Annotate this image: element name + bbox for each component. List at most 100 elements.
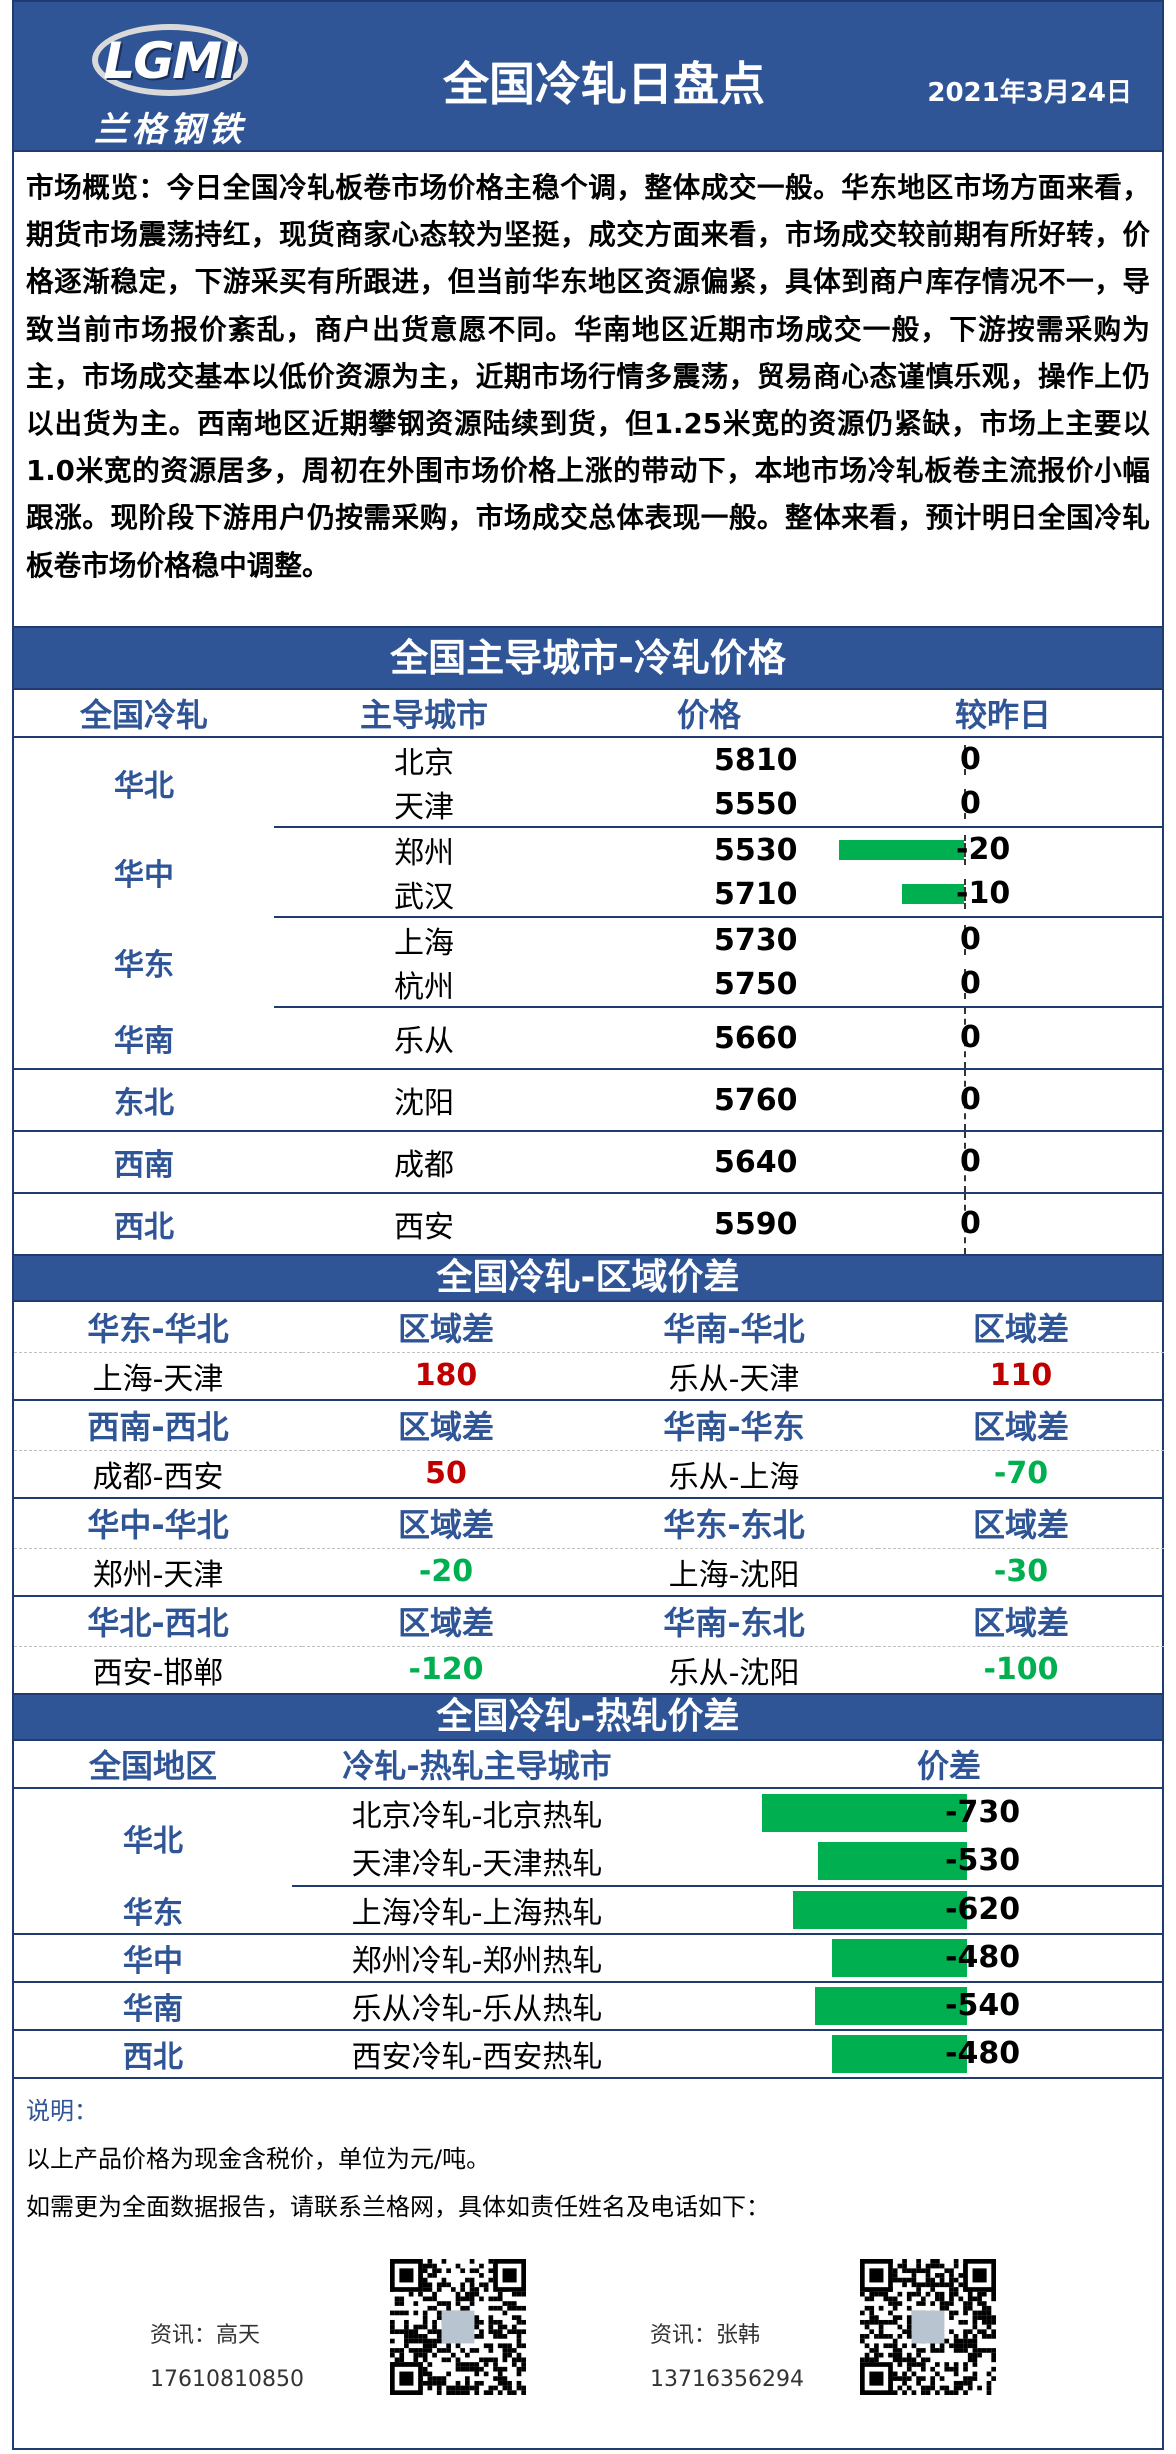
diff-header-row: 华中-华北 区域差 华东-东北 区域差 xyxy=(14,1498,1164,1549)
diff-pair: 西安-邯郸 xyxy=(14,1646,302,1695)
contact-name-1: 资讯：高天 xyxy=(150,2323,261,2348)
page-title: 全国冷轧日盘点 xyxy=(443,57,765,111)
price-row: 西北 西安 5590 0 xyxy=(14,1193,1162,1256)
region-cell: 华东 xyxy=(14,1886,292,1935)
spread-cell: -620 xyxy=(662,1886,1164,1935)
header-region: 全国地区 xyxy=(14,1741,292,1789)
contact-name-2: 资讯：张韩 xyxy=(650,2323,761,2348)
change-label: -10 xyxy=(956,876,1011,911)
spread-wrap: -730 xyxy=(662,1790,1164,1836)
diff-pair-head: 华中-华北 xyxy=(14,1498,302,1549)
city-cell: 西安 xyxy=(274,1193,574,1256)
region-cell: 西北 xyxy=(14,1193,274,1256)
diff-pair: 郑州-天津 xyxy=(14,1548,302,1597)
diff-value: -70 xyxy=(878,1450,1164,1499)
change-cell: 0 xyxy=(844,1193,1162,1256)
header-price: 价格 xyxy=(574,690,844,738)
diff-value: -120 xyxy=(302,1646,590,1695)
city-pair-cell: 西安冷轧-西安热轧 xyxy=(292,2030,662,2079)
change-label: -20 xyxy=(956,832,1011,867)
change-label: 0 xyxy=(960,786,981,821)
change-cell: 0 xyxy=(844,962,1162,1008)
region-cell: 西南 xyxy=(14,1131,274,1194)
spread-wrap: -480 xyxy=(662,2031,1164,2077)
change-axis xyxy=(964,879,966,909)
spread-row: 华中 郑州冷轧-郑州热轧 -480 xyxy=(14,1934,1164,1983)
cold-hot-table: 全国地区 冷轧-热轧主导城市 价差 华北 北京冷轧-北京热轧 -730 天津冷轧-天津… xyxy=(14,1741,1164,2079)
change-wrap: -10 xyxy=(844,879,1162,909)
change-wrap: 0 xyxy=(844,1070,1162,1130)
change-axis xyxy=(964,1070,966,1130)
spread-label: -480 xyxy=(945,1940,1021,1975)
header-change: 较昨日 xyxy=(844,690,1162,738)
diff-value: -100 xyxy=(878,1646,1164,1695)
spread-bar xyxy=(832,2035,967,2073)
region-cell: 华北 xyxy=(123,1823,183,1859)
change-wrap: 0 xyxy=(844,1008,1162,1068)
change-wrap: 0 xyxy=(844,1194,1162,1254)
city-cell: 沈阳 xyxy=(274,1069,574,1132)
diff-label-head: 区域差 xyxy=(302,1400,590,1451)
diff-header-row: 西南-西北 区域差 华南-华东 区域差 xyxy=(14,1400,1164,1451)
qr-code-icon xyxy=(390,2259,526,2395)
spread-bar xyxy=(815,1987,967,2025)
change-cell: 0 xyxy=(844,737,1162,782)
city-pair-cell: 北京冷轧-北京热轧 xyxy=(351,1799,603,1834)
diff-header-row: 华东-华北 区域差 华南-华北 区域差 xyxy=(14,1302,1164,1353)
spread-label: -530 xyxy=(945,1843,1021,1878)
header-region: 全国冷轧 xyxy=(14,690,274,738)
change-cell: 0 xyxy=(844,917,1162,962)
price-row: 华南 乐从 5660 0 xyxy=(14,1007,1162,1070)
region-cell: 华北 xyxy=(114,768,174,804)
contact-phone-1: 17610810850 xyxy=(150,2367,304,2392)
change-bar xyxy=(901,884,964,904)
region-cell: 华南 xyxy=(14,1007,274,1070)
spread-row: 天津冷轧-天津热轧 -530 xyxy=(14,1837,1164,1887)
diff-pair-head: 华南-东北 xyxy=(590,1596,878,1647)
diff-pair-head: 华东-东北 xyxy=(590,1498,878,1549)
spread-cell: -480 xyxy=(662,2030,1164,2079)
diff-pair-head: 华北-西北 xyxy=(14,1596,302,1647)
city-pair-cell: 郑州冷轧-郑州热轧 xyxy=(292,1934,662,1983)
diff-pair: 上海-沈阳 xyxy=(590,1548,878,1597)
price-cell: 5760 xyxy=(574,1069,844,1132)
notes-line-1: 以上产品价格为现金含税价，单位为元/吨。 xyxy=(26,2145,491,2173)
city-cell: 天津 xyxy=(274,782,574,828)
price-row: 西南 成都 5640 0 xyxy=(14,1131,1162,1194)
diff-value-row: 郑州-天津 -20 上海-沈阳 -30 xyxy=(14,1548,1164,1597)
change-wrap: 0 xyxy=(844,789,1162,819)
change-cell: -20 xyxy=(839,827,1162,872)
price-cell: 5660 xyxy=(574,1007,844,1070)
price-row: 华中 郑州 5530 -20 xyxy=(14,827,1162,894)
price-cell: 5640 xyxy=(574,1131,844,1194)
price-cell: 5550 xyxy=(574,782,844,828)
city-cell: 上海 xyxy=(394,926,454,961)
spread-bar xyxy=(832,1939,967,1977)
report-page: LGMI 兰格钢铁 全国冷轧日盘点 2021年3月24日 市场概览：今日全国冷轧… xyxy=(12,0,1164,2450)
change-axis xyxy=(964,925,966,955)
spread-label: -480 xyxy=(945,2036,1021,2071)
contact-phone-2: 13716356294 xyxy=(650,2367,804,2392)
price-row: 武汉 5710 -10 xyxy=(14,872,1162,918)
diff-value: -20 xyxy=(302,1548,590,1597)
diff-value: 180 xyxy=(302,1352,590,1401)
city-cell: 成都 xyxy=(274,1131,574,1194)
diff-label-head: 区域差 xyxy=(878,1596,1164,1647)
spread-cell: -480 xyxy=(662,1934,1164,1983)
diff-pair: 乐从-天津 xyxy=(590,1352,878,1401)
spread-wrap: -620 xyxy=(662,1887,1164,1933)
price-row: 华北 北京 5810 0 xyxy=(14,737,1162,804)
city-cell: 郑州 xyxy=(394,836,454,871)
spread-bar xyxy=(792,1891,967,1929)
price-table: 全国冷轧 主导城市 价格 较昨日 华北 北京 5810 0 天津 5550 0 华中 郑州 553… xyxy=(14,690,1162,1256)
change-label: 0 xyxy=(960,922,981,957)
logo-ellipse xyxy=(92,24,248,96)
change-label: 0 xyxy=(960,1206,981,1241)
change-label: 0 xyxy=(960,1082,981,1117)
city-pair-cell: 乐从冷轧-乐从热轧 xyxy=(292,1982,662,2031)
notes-line-2: 如需更为全面数据报告，请联系兰格网，具体如责任姓名及电话如下： xyxy=(26,2193,770,2221)
spread-label: -730 xyxy=(945,1795,1021,1830)
diff-label-head: 区域差 xyxy=(302,1596,590,1647)
diff-value: 110 xyxy=(878,1352,1164,1401)
change-wrap: 0 xyxy=(844,1132,1162,1192)
